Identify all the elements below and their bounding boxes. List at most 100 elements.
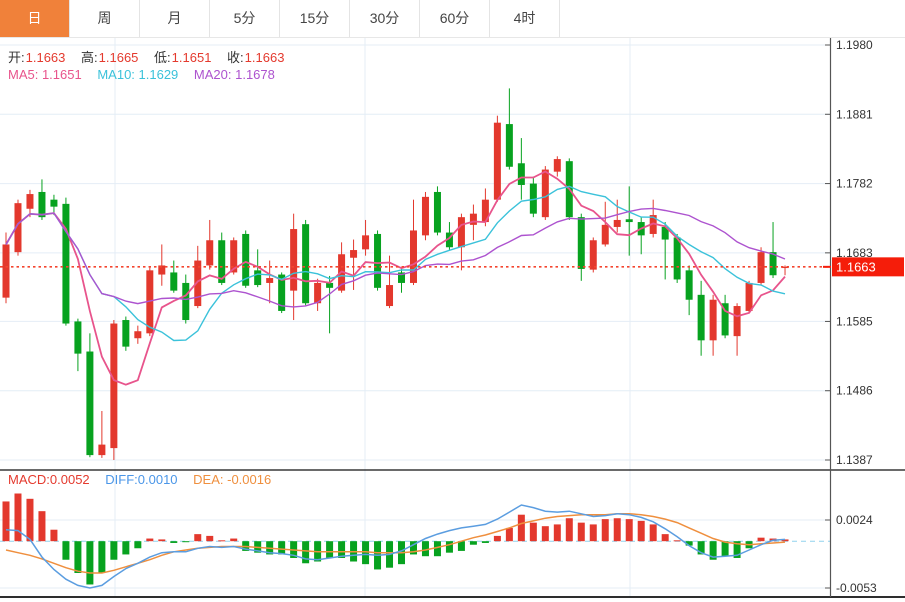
macd-bar <box>529 522 537 542</box>
macd-bar <box>146 538 154 542</box>
close-value: 1.1663 <box>244 50 285 65</box>
candle <box>50 194 58 216</box>
macd-bar <box>757 537 765 542</box>
candle <box>314 278 322 311</box>
price-tick-label: 1.1881 <box>836 107 873 121</box>
macd-bar <box>218 540 226 542</box>
tab-5分[interactable]: 5分 <box>210 0 280 37</box>
macd-bar <box>38 511 46 542</box>
price-tick-label: 1.1980 <box>836 38 873 52</box>
macd-bar <box>709 541 717 560</box>
macd-bar <box>673 540 681 542</box>
macd-bar <box>50 529 58 542</box>
macd-bar <box>733 541 741 558</box>
high-label: 高: <box>81 50 98 65</box>
candle <box>529 176 537 218</box>
candle <box>26 189 34 218</box>
macd-bar <box>409 541 417 555</box>
macd-bar <box>685 541 693 546</box>
macd-bar <box>661 534 669 542</box>
macd-bar <box>26 498 34 542</box>
tab-日[interactable]: 日 <box>0 0 70 37</box>
price-tick-label: 1.1585 <box>836 314 873 328</box>
candle <box>98 411 106 458</box>
tab-周[interactable]: 周 <box>70 0 140 37</box>
macd-bar <box>457 541 465 551</box>
low-value: 1.1651 <box>171 50 212 65</box>
macd-bar <box>697 541 705 555</box>
price-tick-label: 1.1387 <box>836 453 873 467</box>
macd-bar <box>230 538 238 542</box>
macd-bar <box>469 541 477 545</box>
macd-bar <box>505 527 513 542</box>
candle <box>398 268 406 293</box>
candle <box>146 267 154 337</box>
candle <box>625 186 633 256</box>
ohlc-legend: 开:1.1663 高:1.1665 低:1.1651 收:1.1663 <box>8 47 296 66</box>
macd-bar <box>493 535 501 542</box>
macd-bar <box>182 541 190 543</box>
diff-line <box>5 504 786 589</box>
candle <box>362 219 370 256</box>
last-price-badge: 1.1663 <box>832 257 904 277</box>
ma5-legend: MA5: 1.1651 <box>8 67 82 82</box>
tab-15分[interactable]: 15分 <box>280 0 350 37</box>
macd-bar <box>565 518 573 542</box>
candle <box>553 156 561 177</box>
candle <box>649 199 657 238</box>
candle <box>218 232 226 286</box>
tab-30分[interactable]: 30分 <box>350 0 420 37</box>
tab-月[interactable]: 月 <box>140 0 210 37</box>
ma5-line <box>5 170 786 386</box>
candle <box>14 199 22 256</box>
macd-bar <box>74 541 82 573</box>
tab-60分[interactable]: 60分 <box>420 0 490 37</box>
candle <box>433 186 441 236</box>
ma-legend: MA5: 1.1651 MA10: 1.1629 MA20: 1.1678 <box>8 67 287 82</box>
macd-bar <box>577 522 585 542</box>
candle <box>350 239 358 290</box>
macd-bar <box>338 541 346 558</box>
candle <box>673 233 681 283</box>
candle <box>733 303 741 356</box>
candle <box>194 245 202 309</box>
ma20-line <box>5 207 786 308</box>
ma10-legend: MA10: 1.1629 <box>97 67 179 82</box>
macd-bar <box>433 541 441 557</box>
macd-bar <box>589 524 597 542</box>
candle <box>613 199 621 233</box>
candle <box>266 260 274 304</box>
macd-bar <box>721 541 729 557</box>
candle <box>409 199 417 286</box>
candle <box>74 318 82 372</box>
last-price-badge-label: 1.1663 <box>836 259 876 274</box>
macd-bar <box>517 514 525 542</box>
candle <box>326 275 334 334</box>
ma20-legend: MA20: 1.1678 <box>193 67 275 82</box>
price-tick-label: 1.1782 <box>836 177 873 191</box>
macd-bar <box>445 541 453 553</box>
tab-4时[interactable]: 4时 <box>490 0 560 37</box>
macd-bar <box>326 541 334 558</box>
macd-bar <box>481 541 489 543</box>
macd-bar <box>362 541 370 565</box>
candle <box>589 237 597 273</box>
candle <box>386 255 394 309</box>
candle <box>709 294 717 356</box>
candle <box>110 320 118 460</box>
macd-bar <box>170 541 178 543</box>
macd-bar <box>302 541 310 564</box>
macd-bar <box>110 541 118 560</box>
candle <box>62 197 70 326</box>
candle <box>134 325 142 344</box>
ma10-line <box>5 185 786 342</box>
candle <box>517 138 525 200</box>
macd-bar <box>98 541 106 573</box>
macd-bar <box>194 534 202 542</box>
candle <box>86 333 94 458</box>
open-value: 1.1663 <box>25 50 66 65</box>
candle <box>769 222 777 279</box>
candle <box>38 179 46 220</box>
